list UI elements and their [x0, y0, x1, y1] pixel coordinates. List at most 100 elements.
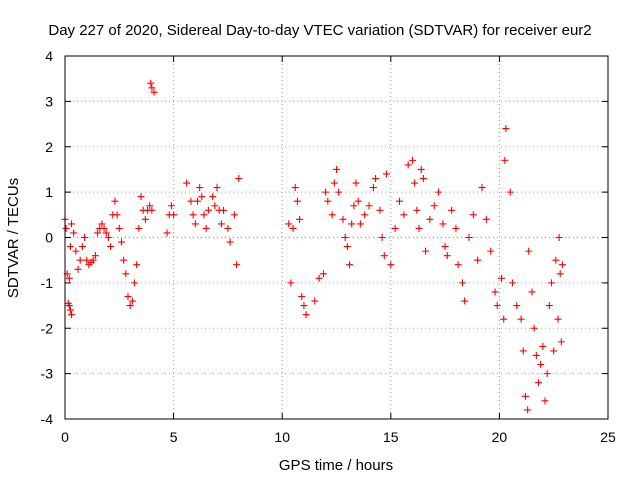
- chart-title: Day 227 of 2020, Sidereal Day-to-day VTE…: [48, 22, 591, 39]
- y-tick-label: 1: [45, 184, 53, 200]
- data-point: [298, 292, 306, 300]
- data-point: [163, 229, 171, 237]
- y-tick-label: 0: [45, 230, 53, 246]
- data-point: [287, 279, 295, 287]
- data-point: [183, 179, 191, 187]
- data-point: [419, 175, 427, 183]
- data-point: [413, 206, 421, 214]
- data-point: [343, 243, 351, 251]
- data-point: [534, 379, 542, 387]
- data-point: [537, 361, 545, 369]
- data-point: [348, 220, 356, 228]
- data-point: [539, 342, 547, 350]
- data-point: [361, 211, 369, 219]
- data-point: [524, 406, 532, 414]
- data-point: [230, 211, 238, 219]
- data-point: [213, 184, 221, 192]
- y-tick-label: -2: [41, 320, 54, 336]
- data-point: [550, 347, 558, 355]
- data-point: [289, 224, 297, 232]
- y-axis-label: SDTVAR / TECUs: [5, 178, 22, 298]
- data-point: [131, 279, 139, 287]
- data-point: [150, 88, 158, 96]
- x-axis-label: GPS time / hours: [279, 457, 393, 474]
- data-point: [482, 215, 490, 223]
- data-point: [378, 234, 386, 241]
- data-point: [124, 292, 132, 300]
- x-tick-label: 25: [600, 429, 616, 445]
- data-point: [291, 184, 299, 192]
- data-point: [89, 256, 97, 264]
- data-point: [335, 188, 343, 196]
- data-point: [146, 202, 154, 210]
- data-point: [319, 270, 327, 278]
- data-point: [461, 297, 469, 305]
- data-point: [117, 238, 125, 246]
- data-point: [148, 84, 156, 92]
- y-tick-label: -1: [41, 275, 54, 291]
- data-point: [417, 165, 425, 173]
- data-point: [391, 224, 399, 232]
- data-point: [209, 193, 217, 201]
- data-point: [167, 202, 175, 210]
- data-point: [558, 261, 566, 269]
- data-point: [100, 224, 108, 232]
- data-point: [465, 234, 473, 241]
- data-point: [387, 261, 395, 269]
- data-point: [285, 220, 293, 228]
- data-point: [226, 238, 234, 246]
- data-point: [296, 215, 304, 223]
- data-point: [233, 261, 241, 269]
- data-point: [426, 215, 434, 223]
- data-point: [369, 184, 377, 192]
- data-point: [521, 392, 529, 400]
- data-point: [220, 206, 228, 214]
- data-point: [120, 256, 128, 264]
- data-point: [148, 206, 156, 214]
- data-point: [543, 370, 551, 378]
- data-point: [330, 179, 338, 187]
- data-point: [508, 279, 516, 287]
- data-point: [541, 397, 549, 405]
- data-point: [422, 247, 430, 255]
- data-point: [70, 229, 78, 237]
- data-point: [528, 288, 536, 296]
- data-point: [556, 270, 564, 278]
- data-point: [204, 206, 212, 214]
- data-point: [452, 224, 460, 232]
- data-point: [517, 315, 525, 323]
- data-point: [324, 197, 332, 205]
- data-point: [354, 197, 362, 205]
- data-points: [61, 79, 566, 414]
- data-point: [350, 202, 358, 210]
- data-point: [147, 79, 155, 87]
- data-point: [555, 234, 563, 241]
- data-point: [111, 197, 119, 205]
- data-point: [339, 215, 347, 223]
- data-point: [411, 179, 419, 187]
- tick-labels: 0 5 10 15 20 25 -4 -3 -2 -1 0 1 2 3 4: [41, 48, 616, 445]
- x-tick-label: 20: [492, 429, 508, 445]
- data-point: [365, 202, 373, 210]
- data-point: [189, 211, 197, 219]
- y-tick-label: 2: [45, 139, 53, 155]
- data-point: [235, 175, 243, 183]
- data-point: [352, 179, 360, 187]
- data-point: [196, 184, 204, 192]
- data-point: [487, 247, 495, 255]
- data-point: [315, 274, 323, 282]
- data-point: [66, 243, 74, 251]
- data-point: [513, 302, 521, 310]
- data-point: [430, 202, 438, 210]
- data-point: [78, 243, 86, 251]
- data-point: [491, 288, 499, 296]
- plot-area-border: [64, 55, 609, 420]
- data-point: [66, 306, 74, 314]
- data-point: [333, 165, 340, 173]
- data-point: [187, 197, 195, 205]
- data-point: [478, 184, 486, 192]
- data-point: [557, 338, 565, 346]
- y-tick-label: 3: [45, 93, 53, 109]
- data-point: [83, 256, 91, 264]
- data-point: [525, 247, 533, 255]
